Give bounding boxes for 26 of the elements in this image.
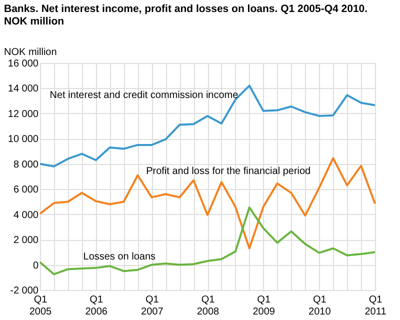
line-series — [39, 206, 376, 276]
text: NOK million — [4, 16, 64, 28]
series-label: Losses on loans — [83, 252, 156, 263]
text: Banks. Net interest income, profit and losses on loans. Q1 2005-Q4 2010. — [4, 3, 368, 15]
y-tick-label: 14 000 — [8, 84, 39, 95]
x-tick-label: Q1 2007 — [141, 294, 164, 318]
series-label: Net interest and credit commission income — [50, 90, 239, 102]
line-series — [39, 84, 376, 168]
y-tick-label: 2 000 — [13, 235, 39, 246]
x-tick-label: Q1 2009 — [252, 294, 276, 318]
y-axis-title: NOK million — [4, 47, 57, 58]
line-series — [39, 157, 376, 250]
series-label: Profit and loss for the financial period — [146, 166, 311, 177]
y-tick-label: 6 000 — [13, 184, 39, 196]
y-tick-label: 10 000 — [8, 134, 39, 146]
x-tick-label: Q1 2006 — [85, 294, 108, 318]
y-tick-label: 4 000 — [13, 210, 39, 221]
y-tick-label: 0 — [32, 260, 39, 272]
x-tick-label: Q1 2008 — [196, 294, 220, 318]
x-tick-label: Q1 2005 — [29, 294, 52, 318]
y-tick-label: -2 000 — [10, 286, 39, 296]
x-tick-label: Q1 2010 — [308, 294, 332, 318]
y-tick-label: 8 000 — [13, 159, 39, 170]
x-tick-label: Q1 2011 — [364, 294, 387, 318]
y-tick-label: 16 000 — [8, 58, 39, 70]
y-tick-label: 12 000 — [8, 108, 39, 120]
